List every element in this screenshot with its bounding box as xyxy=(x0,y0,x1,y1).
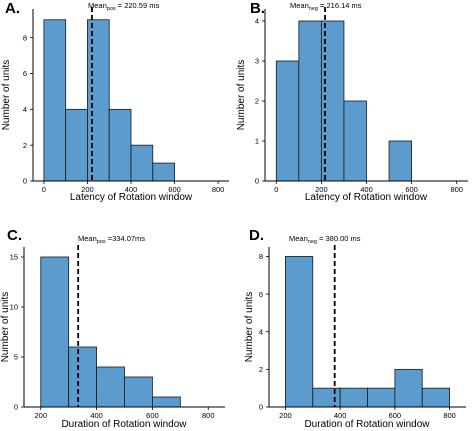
x-tick-label: 600 xyxy=(389,411,402,420)
histogram-bar xyxy=(108,108,132,182)
panel-letter: B. xyxy=(250,0,265,17)
panel-b: 0 200 400 600 800 0 1 2 3 4 Meanneg = 216.14 ms B. L… xyxy=(236,0,468,203)
histogram-bar xyxy=(96,366,125,408)
histogram-bar xyxy=(152,396,181,408)
y-tick-label: 6 xyxy=(23,69,27,78)
y-tick-label: 0 xyxy=(259,403,263,412)
panel-letter: D. xyxy=(249,227,264,244)
histogram-bar xyxy=(394,368,423,408)
histogram-bar xyxy=(367,387,396,408)
histogram-bar xyxy=(68,346,97,408)
y-tick-label: 0 xyxy=(23,177,27,186)
mean-annotation-prefix: Mean xyxy=(88,1,107,10)
x-tick-label: 200 xyxy=(81,185,94,194)
panel-letter: A. xyxy=(5,0,20,17)
x-tick-label: 200 xyxy=(315,185,328,194)
mean-annotation: Meanpos =334.07ms xyxy=(78,234,145,245)
panel-letter: C. xyxy=(7,227,22,244)
mean-annotation-prefix: Mean xyxy=(78,234,97,243)
mean-annotation-subscript: neg xyxy=(308,239,317,245)
panel-a: 0 200 400 600 800 0 2 4 6 8 Meanpos = 220.59 ms A. L… xyxy=(1,0,229,203)
x-tick-label: 600 xyxy=(146,411,159,420)
y-tick-label: 6 xyxy=(259,290,263,299)
histogram-bar xyxy=(152,162,175,182)
y-axis-label: Number of units xyxy=(0,292,11,363)
x-tick-label: 800 xyxy=(443,411,456,420)
x-tick-label: 800 xyxy=(450,185,463,194)
histogram-bar xyxy=(43,19,67,182)
mean-annotation-subscript: pos xyxy=(107,6,116,12)
x-tick-label: 400 xyxy=(90,411,103,420)
panel-d: 200 400 600 800 0 2 4 6 8 Meanneg = 380.00 ms D. Du… xyxy=(244,227,466,430)
histogram-bar xyxy=(275,60,300,182)
x-tick-label: 200 xyxy=(34,411,47,420)
y-tick-label: 8 xyxy=(259,252,263,261)
x-tick-label: 600 xyxy=(168,185,181,194)
histogram-bar xyxy=(421,387,450,408)
histogram-bar xyxy=(65,108,88,182)
histogram-bar xyxy=(298,20,322,182)
mean-annotation-value: = 220.59 ms xyxy=(116,1,160,10)
mean-annotation: Meanpos = 220.59 ms xyxy=(88,1,159,12)
panel-c: 200 400 600 800 0 5 10 15 Meanpos =334.07ms C. Dur… xyxy=(0,227,225,430)
x-axis-label: Duration of Rotation window xyxy=(304,419,430,430)
histogram-bar xyxy=(339,387,368,408)
histogram-bar xyxy=(388,140,413,182)
histogram-bar xyxy=(87,19,110,182)
x-tick-label: 400 xyxy=(125,185,138,194)
mean-annotation-value: =334.07ms xyxy=(106,234,146,243)
y-tick-label: 8 xyxy=(23,33,27,42)
histogram-bar xyxy=(285,256,314,408)
histogram-bar xyxy=(320,20,345,182)
mean-annotation-subscript: neg xyxy=(309,6,318,12)
y-tick-label: 2 xyxy=(255,97,259,106)
mean-annotation-prefix: Mean xyxy=(289,234,308,243)
mean-annotation: Meanneg = 216.14 ms xyxy=(290,1,362,12)
x-tick-label: 200 xyxy=(279,411,292,420)
y-tick-label: 3 xyxy=(255,57,259,66)
histogram-bar xyxy=(40,256,70,408)
y-tick-label: 0 xyxy=(14,403,18,412)
mean-annotation-value: = 380.00 ms xyxy=(317,234,361,243)
x-tick-label: 800 xyxy=(212,185,225,194)
y-tick-label: 5 xyxy=(14,353,18,362)
y-axis-label: Number of units xyxy=(244,292,255,363)
mean-annotation-subscript: pos xyxy=(97,239,106,245)
x-tick-label: 400 xyxy=(360,185,373,194)
y-tick-label: 4 xyxy=(259,327,263,336)
mean-annotation-value: = 216.14 ms xyxy=(318,1,362,10)
histogram-bar xyxy=(130,144,154,182)
x-tick-label: 800 xyxy=(202,411,215,420)
x-axis-label: Latency of Rotation window xyxy=(70,192,193,203)
x-tick-label: 0 xyxy=(42,185,46,194)
mean-annotation-prefix: Mean xyxy=(290,1,309,10)
y-tick-label: 4 xyxy=(255,17,259,26)
y-axis-label: Number of units xyxy=(236,60,247,131)
histogram-bar xyxy=(124,376,153,408)
x-tick-label: 400 xyxy=(334,411,347,420)
histogram-bar xyxy=(343,100,367,182)
y-axis-label: Number of units xyxy=(1,60,12,131)
y-tick-label: 15 xyxy=(10,253,18,262)
y-tick-label: 4 xyxy=(23,105,27,114)
mean-annotation: Meanneg = 380.00 ms xyxy=(289,234,361,245)
y-tick-label: 1 xyxy=(255,137,259,146)
x-axis-label: Latency of Rotation window xyxy=(305,192,428,203)
x-tick-label: 600 xyxy=(405,185,418,194)
y-tick-label: 2 xyxy=(23,141,27,150)
y-tick-label: 0 xyxy=(255,177,259,186)
y-tick-label: 10 xyxy=(10,303,18,312)
y-tick-label: 2 xyxy=(259,365,263,374)
histogram-bar xyxy=(312,387,341,408)
x-tick-label: 0 xyxy=(274,185,278,194)
x-axis-label: Duration of Rotation window xyxy=(61,419,187,430)
